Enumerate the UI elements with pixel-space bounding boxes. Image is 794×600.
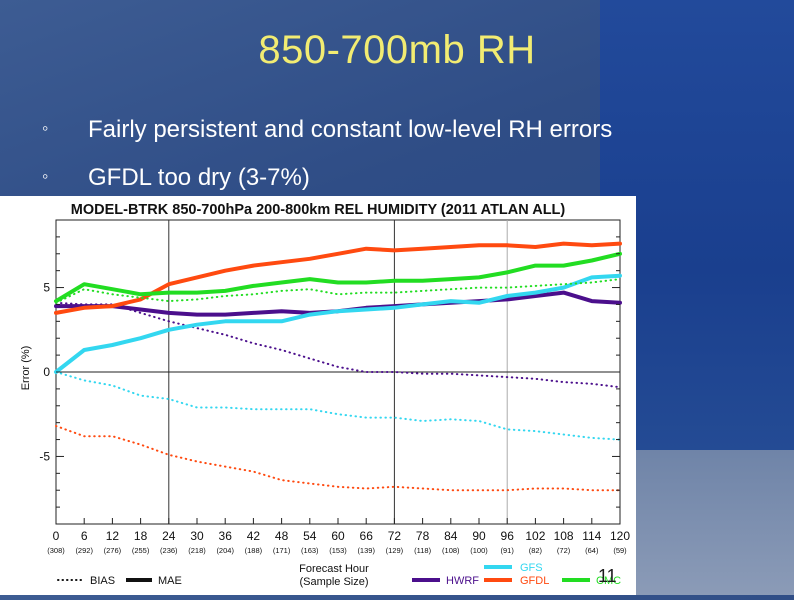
sample-size-label: (129)	[386, 546, 404, 555]
sample-size-label: (218)	[188, 546, 206, 555]
legend-label-mae: MAE	[158, 575, 182, 587]
bullet-marker: ◦	[42, 118, 49, 138]
sample-size-label: (188)	[245, 546, 263, 555]
bullet-text: Fairly persistent and constant low-level…	[88, 116, 613, 143]
x-tick-label: 120	[610, 529, 630, 543]
series-gfs-mae	[54, 273, 622, 374]
x-tick-label: 78	[416, 529, 430, 543]
x-tick-label: 72	[388, 529, 402, 543]
x-tick-label: 66	[360, 529, 374, 543]
x-tick-label: 102	[525, 529, 545, 543]
chart-panel: MODEL-BTRK 850-700hPa 200-800km REL HUMI…	[0, 196, 636, 595]
sample-size-label: (100)	[470, 546, 488, 555]
legend-label-gfdl: GFDL	[520, 575, 549, 587]
sample-size-label: (139)	[357, 546, 375, 555]
sample-size-label: (72)	[557, 546, 571, 555]
y-tick-label: -5	[39, 449, 50, 463]
sample-size-label: (308)	[47, 546, 65, 555]
legend-label-gfs: GFS	[520, 562, 543, 574]
sample-size-label: (163)	[301, 546, 319, 555]
x-tick-label: 84	[444, 529, 458, 543]
sample-size-label: (236)	[160, 546, 178, 555]
x-tick-label: 114	[582, 529, 601, 543]
x-tick-label: 108	[554, 529, 574, 543]
sample-size-label: (59)	[613, 546, 627, 555]
sample-size-label: (118)	[414, 546, 431, 555]
legend-label-hwrf: HWRF	[446, 575, 479, 587]
x-tick-label: 42	[247, 529, 261, 543]
sample-size-label: (64)	[585, 546, 599, 555]
sample-size-label: (204)	[216, 546, 234, 555]
bullet-marker: ◦	[42, 166, 49, 186]
slide-number: 11	[598, 566, 617, 586]
x-tick-label: 36	[219, 529, 233, 543]
sample-size-label: (108)	[442, 546, 460, 555]
x-tick-label: 18	[134, 529, 148, 543]
x-tick-label: 48	[275, 529, 289, 543]
sample-size-label: (91)	[501, 546, 515, 555]
x-tick-label: 96	[501, 529, 515, 543]
x-tick-label: 90	[472, 529, 486, 543]
sample-size-label: (153)	[329, 546, 347, 555]
x-tick-label: 24	[162, 529, 176, 543]
bullet-item: ◦ Fairly persistent and constant low-leve…	[42, 116, 612, 144]
y-tick-label: 0	[43, 365, 50, 379]
x-axis-label: Forecast Hour	[299, 563, 369, 575]
bullet-item: ◦ GFDL too dry (3-7%)	[42, 164, 310, 192]
sample-size-label: (255)	[132, 546, 150, 555]
x-tick-label: 12	[106, 529, 120, 543]
line-chart: MODEL-BTRK 850-700hPa 200-800km REL HUMI…	[20, 202, 630, 588]
sample-size-label: (82)	[529, 546, 543, 555]
series-cmc-bias	[55, 278, 621, 304]
x-tick-label: 0	[53, 529, 60, 543]
series-cmc-mae	[54, 251, 622, 304]
x-tick-label: 6	[81, 529, 88, 543]
sample-size-label: (171)	[273, 546, 291, 555]
x-tick-label: 60	[331, 529, 345, 543]
chart-title: MODEL-BTRK 850-700hPa 200-800km REL HUMI…	[71, 202, 566, 218]
x-tick-label: 30	[190, 529, 204, 543]
series-gfdl-bias	[55, 425, 621, 492]
sample-size-label: (292)	[75, 546, 93, 555]
bullet-text: GFDL too dry (3-7%)	[88, 164, 310, 191]
y-axis-label: Error (%)	[20, 346, 32, 391]
legend-label-bias: BIAS	[90, 575, 115, 587]
series-hwrf-bias	[55, 301, 621, 389]
slide-title: 850-700mb RH	[258, 28, 536, 72]
y-tick-label: 5	[43, 281, 50, 295]
legend-label-cmc: CMC	[596, 575, 621, 587]
x-tick-label: 54	[303, 529, 317, 543]
x-axis-label-sample: (Sample Size)	[299, 576, 368, 588]
sample-size-label: (276)	[104, 546, 122, 555]
